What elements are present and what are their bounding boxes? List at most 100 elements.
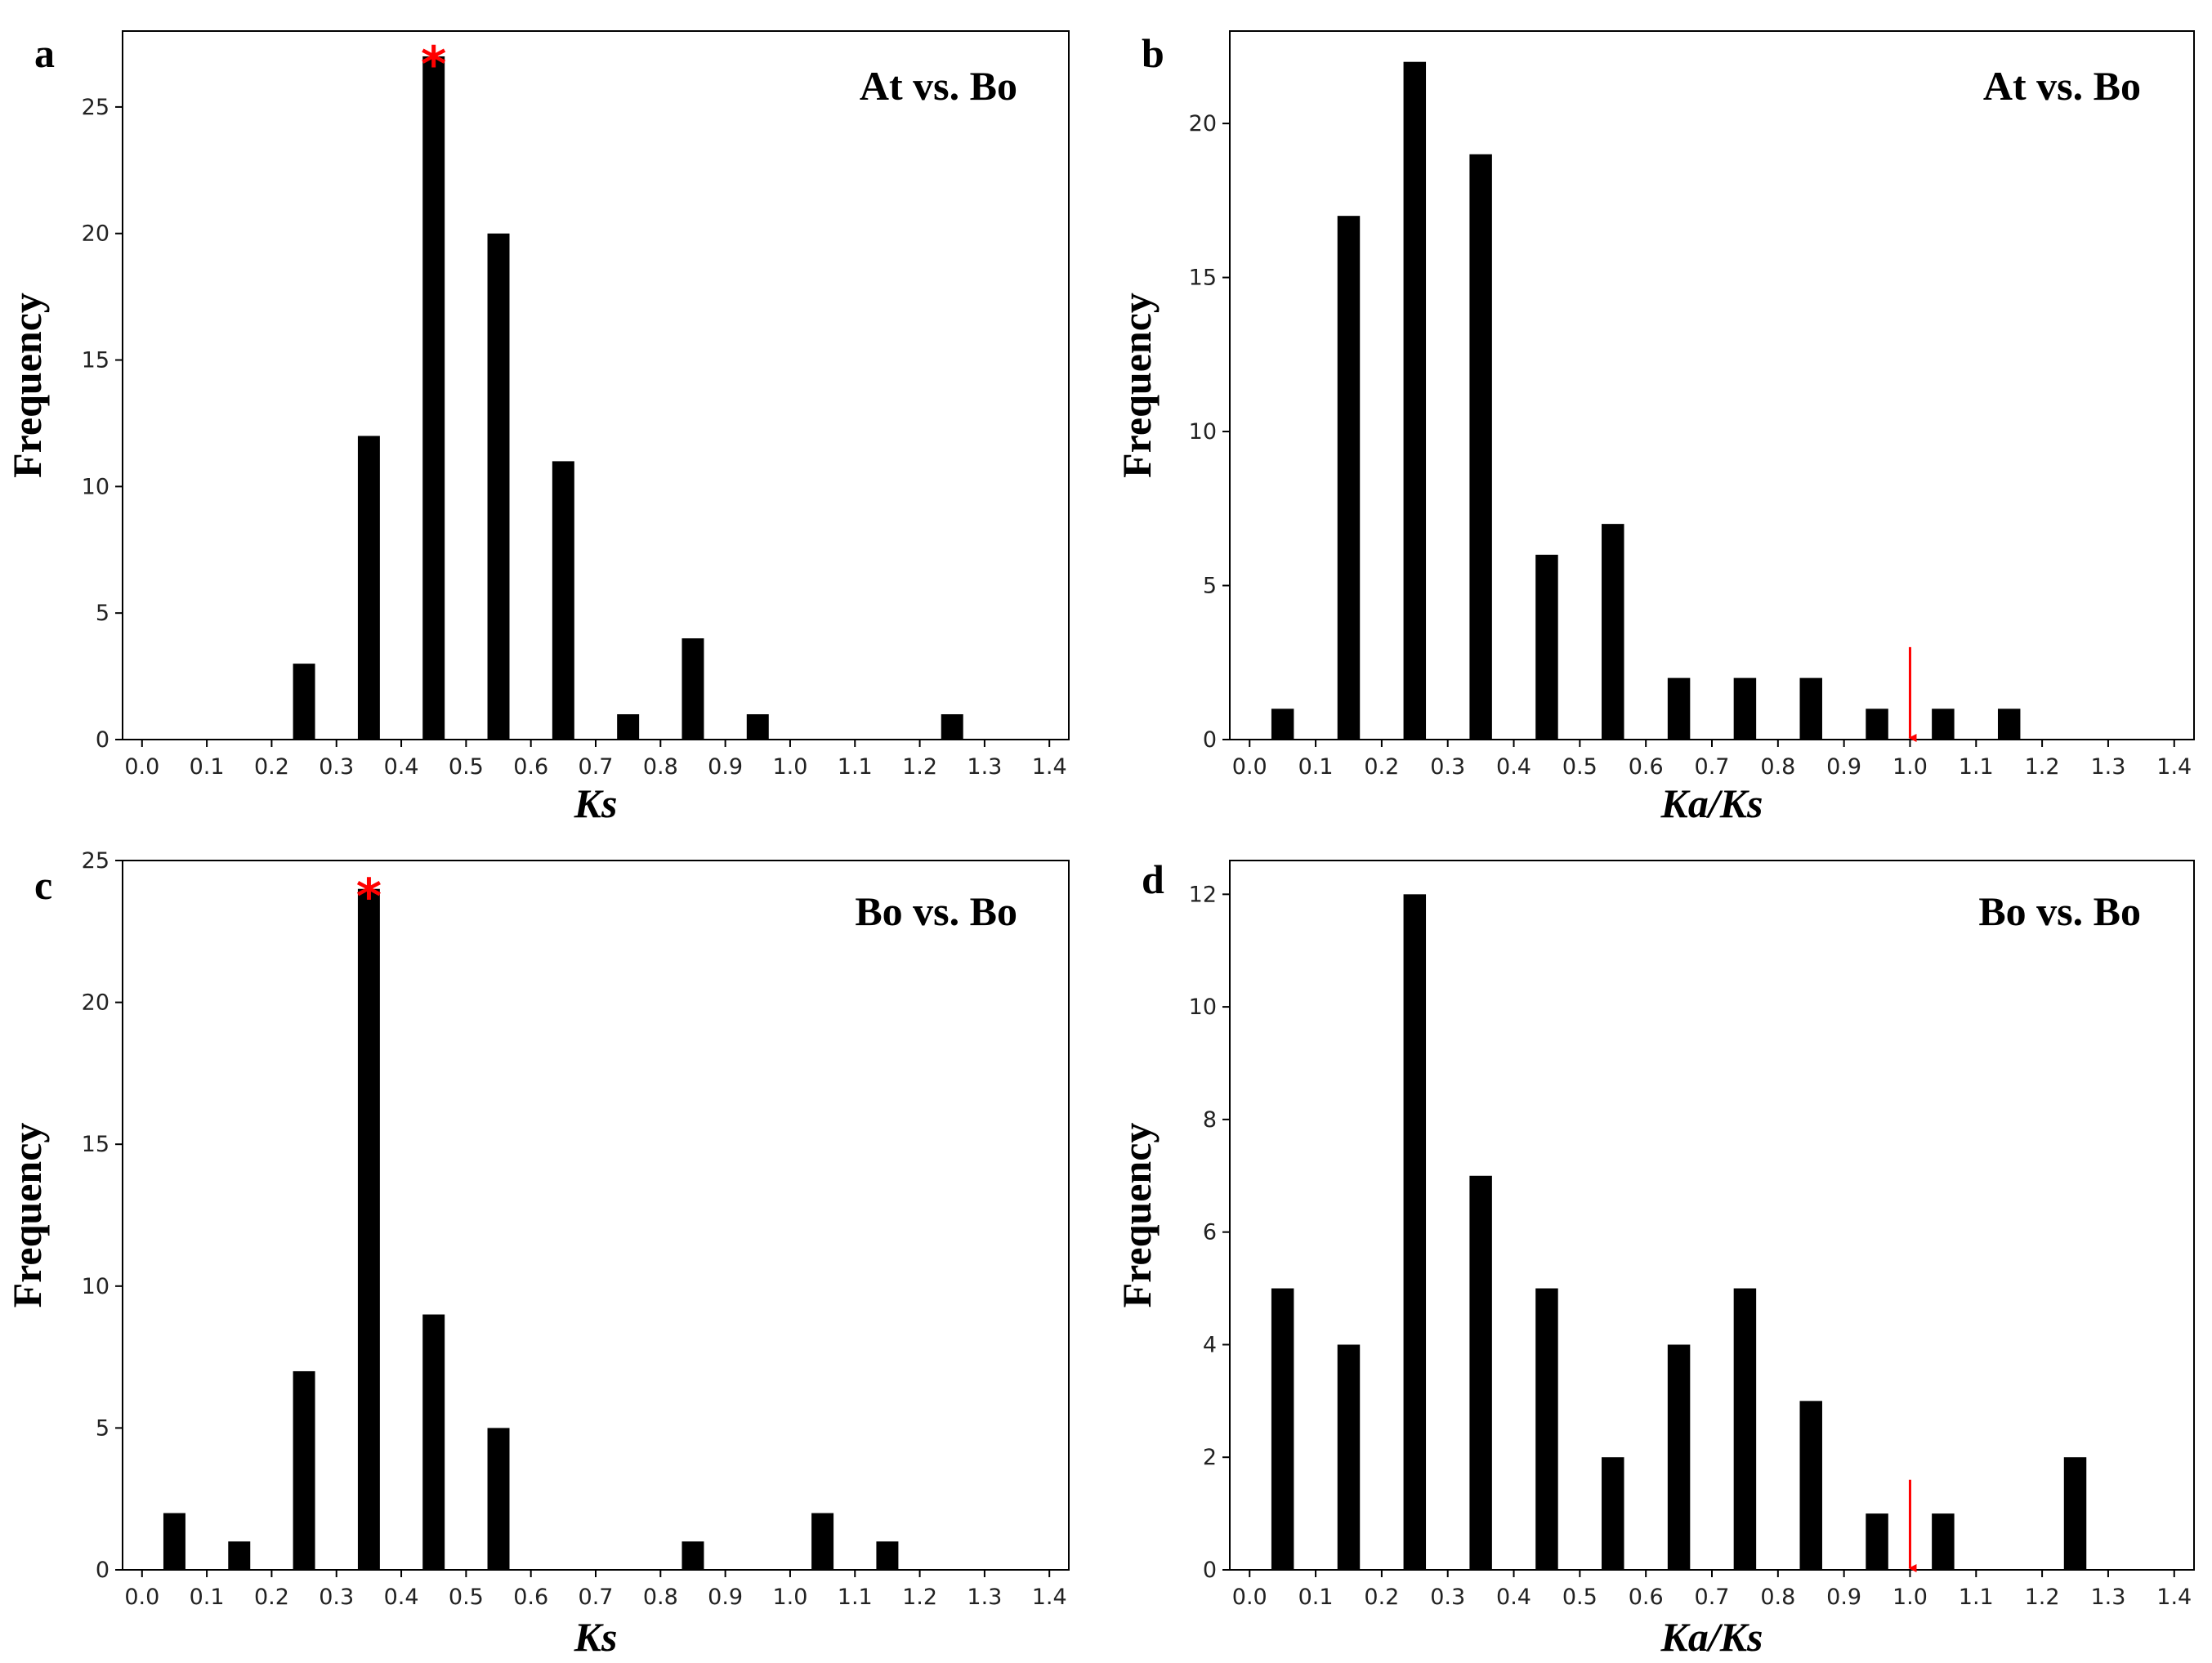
bar (1271, 1288, 1294, 1570)
x-tick-label: 0.6 (513, 754, 548, 780)
x-tick-label: 1.2 (2025, 1585, 2060, 1610)
x-tick-label: 0.4 (1496, 754, 1531, 780)
x-tick-label: 0.6 (1629, 1585, 1664, 1610)
bar (487, 233, 510, 740)
panel-d: 0.0 0.1 0.2 0.3 0.4 0.5 0.6 0.7 0.8 0.9 1.0 1.1 1.2 1… (1114, 856, 2195, 1660)
x-tick-label: 0.7 (1695, 754, 1730, 780)
bar (1602, 524, 1624, 740)
x-tick-label: 0.2 (1364, 754, 1399, 780)
comparison-label: At vs. Bo (860, 63, 1017, 109)
x-tick-label: 1.4 (1032, 1585, 1067, 1610)
comparison-label: Bo vs. Bo (1978, 888, 2141, 934)
y-tick-label: 0 (1203, 1558, 1217, 1583)
panel-letter: b (1142, 30, 1164, 76)
y-tick-label: 8 (1203, 1107, 1217, 1133)
bar (1866, 1513, 1888, 1570)
x-tick-label: 1.0 (1892, 1585, 1928, 1610)
y-tick-label: 6 (1203, 1220, 1217, 1245)
panel-letter: a (34, 30, 55, 76)
bar (941, 714, 963, 740)
x-tick-label: 1.3 (967, 754, 1002, 780)
x-tick-label: 0.3 (1430, 754, 1465, 780)
y-tick-label: 4 (1203, 1332, 1217, 1357)
x-tick-label: 0.5 (449, 754, 484, 780)
panel-a: 0.0 0.1 0.2 0.3 0.4 0.5 0.6 0.7 0.8 0.9 1.0 1.1 1.2 1… (4, 30, 1070, 826)
bar (357, 888, 380, 1570)
x-tick-label: 0.8 (643, 754, 678, 780)
x-tick-label: 1.4 (2156, 1585, 2192, 1610)
x-tick-label: 0.0 (1232, 754, 1267, 780)
bar (1469, 154, 1492, 740)
y-tick-label: 10 (1189, 419, 1217, 445)
bar (1799, 677, 1822, 740)
x-tick-label: 1.4 (1032, 754, 1067, 780)
x-tick-label: 0.9 (708, 754, 743, 780)
x-tick-label: 0.1 (190, 754, 225, 780)
y-axis-label: Frequency (1114, 1123, 1160, 1308)
x-tick-label: 0.7 (579, 1585, 614, 1610)
y-axis-label: Frequency (1114, 293, 1160, 478)
y-tick-label: 12 (1189, 882, 1217, 907)
x-tick-label: 0.4 (1496, 1585, 1531, 1610)
y-tick-label: 2 (1203, 1445, 1217, 1470)
x-tick-label: 0.0 (124, 1585, 159, 1610)
x-tick-label: 1.0 (1892, 754, 1928, 780)
x-tick-label: 0.0 (124, 754, 159, 780)
x-axis-label: Ka/Ks (1660, 780, 1763, 826)
y-tick-label: 20 (1189, 111, 1217, 136)
y-tick-label: 15 (1189, 266, 1217, 291)
y-tick-label: 0 (1203, 727, 1217, 753)
bar (681, 1541, 704, 1570)
panel-c: 0.0 0.1 0.2 0.3 0.4 0.5 0.6 0.7 0.8 0.9 1.0 1.1 1.2 1… (4, 848, 1070, 1660)
bar (228, 1541, 251, 1570)
x-tick-label: 1.1 (838, 1585, 873, 1610)
bar (422, 56, 445, 740)
x-tick-label: 0.4 (384, 1585, 419, 1610)
bar (1337, 216, 1361, 740)
y-tick-label: 5 (96, 601, 109, 626)
y-axis-label: Frequency (4, 1123, 50, 1308)
bar (293, 1370, 315, 1570)
bar (1469, 1175, 1492, 1570)
x-tick-label: 0.9 (1826, 754, 1861, 780)
y-tick-label: 10 (82, 474, 109, 499)
x-tick-label: 0.2 (1364, 1585, 1399, 1610)
significance-star: * (421, 36, 446, 93)
y-tick-label: 20 (82, 990, 109, 1016)
x-tick-label: 1.0 (772, 1585, 807, 1610)
bar (617, 714, 640, 740)
x-axis-label: Ks (574, 1614, 618, 1660)
bar (163, 1513, 185, 1570)
x-tick-label: 0.7 (1695, 1585, 1730, 1610)
x-tick-label: 0.6 (513, 1585, 548, 1610)
panel-letter: d (1142, 856, 1164, 902)
x-tick-label: 1.2 (902, 1585, 937, 1610)
x-tick-label: 0.7 (579, 754, 614, 780)
bar (1535, 1288, 1558, 1570)
bar (1733, 677, 1757, 740)
x-tick-label: 1.3 (967, 1585, 1002, 1610)
panel-b: 0.0 0.1 0.2 0.3 0.4 0.5 0.6 0.7 0.8 0.9 1.0 1.1 1.2 1… (1114, 30, 2195, 826)
x-tick-label: 0.1 (1298, 754, 1334, 780)
x-tick-label: 0.9 (1826, 1585, 1861, 1610)
bar (681, 638, 704, 740)
bar (357, 436, 380, 740)
y-tick-label: 15 (82, 1132, 109, 1157)
bar (293, 664, 315, 740)
x-axis-label: Ks (574, 780, 618, 826)
x-tick-label: 1.0 (772, 754, 807, 780)
x-tick-label: 1.1 (1959, 754, 1994, 780)
x-tick-label: 0.1 (190, 1585, 225, 1610)
x-tick-label: 0.5 (449, 1585, 484, 1610)
x-tick-label: 0.2 (254, 1585, 289, 1610)
bar (1667, 1344, 1691, 1570)
bar (1535, 554, 1558, 740)
x-tick-label: 0.5 (1562, 1585, 1598, 1610)
panel-letter: c (34, 862, 52, 908)
bar (422, 1314, 445, 1570)
x-tick-label: 0.3 (319, 1585, 354, 1610)
y-tick-label: 10 (82, 1274, 109, 1299)
bar (1866, 709, 1888, 740)
bar (1403, 61, 1427, 740)
